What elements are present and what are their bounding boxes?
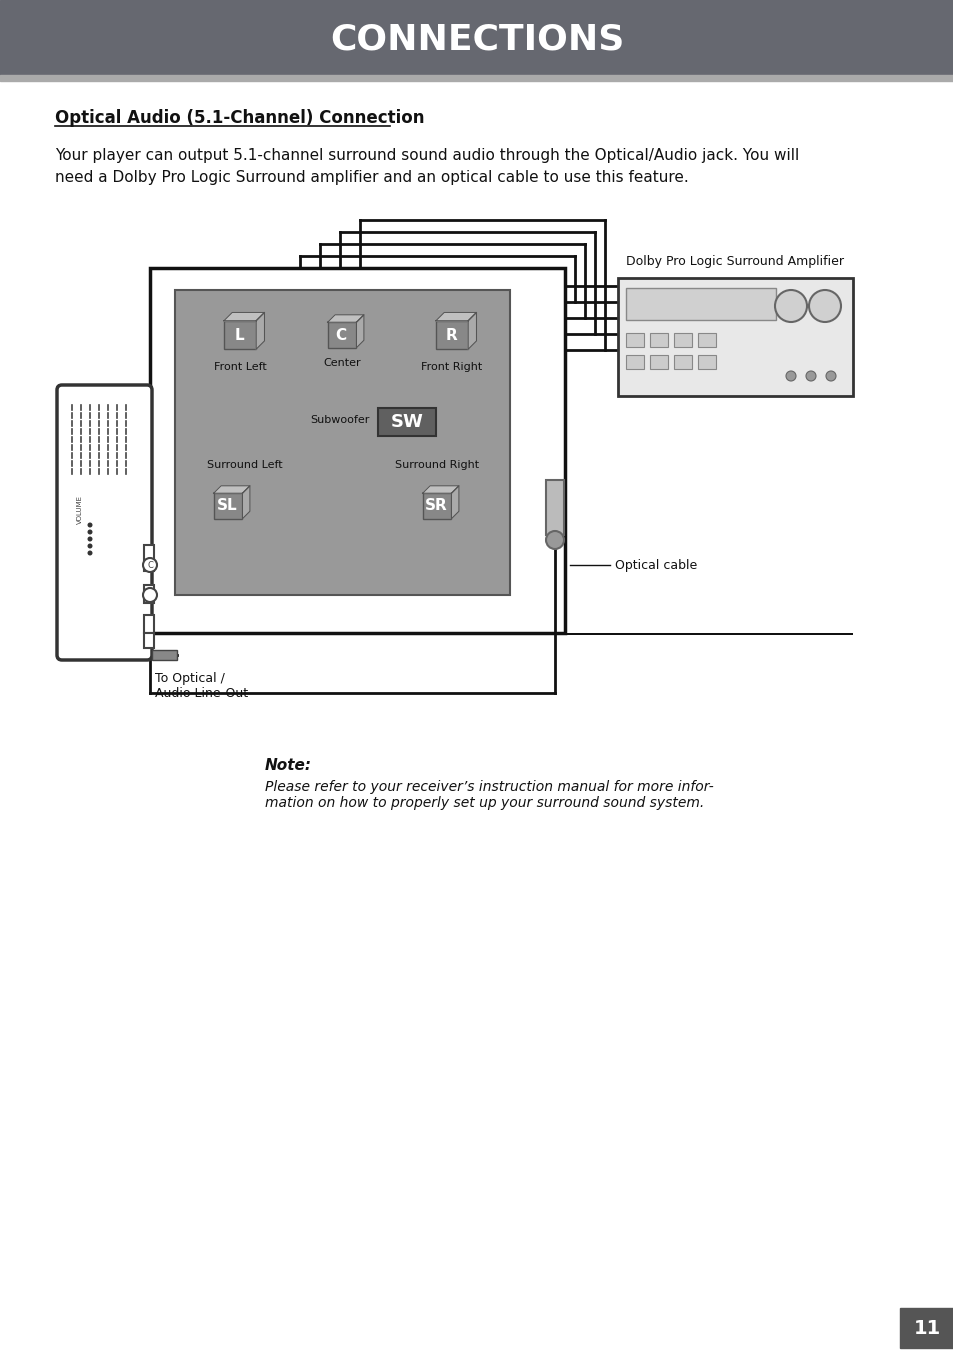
Bar — [673, 355, 691, 370]
Polygon shape — [256, 313, 264, 349]
FancyBboxPatch shape — [57, 385, 152, 659]
Text: CONNECTIONS: CONNECTIONS — [330, 23, 623, 57]
Bar — [224, 321, 256, 349]
Text: Please refer to your receiver’s instruction manual for more infor-
mation on how: Please refer to your receiver’s instruct… — [265, 780, 713, 810]
Circle shape — [88, 536, 92, 542]
Circle shape — [805, 371, 815, 380]
Text: SW: SW — [390, 413, 423, 431]
Circle shape — [545, 531, 563, 548]
Polygon shape — [422, 486, 458, 493]
Polygon shape — [224, 313, 264, 321]
Polygon shape — [451, 486, 458, 519]
Bar — [698, 333, 716, 347]
Polygon shape — [436, 313, 476, 321]
Bar — [649, 333, 667, 347]
Text: SL: SL — [216, 498, 237, 513]
Circle shape — [808, 290, 841, 322]
Bar — [673, 333, 691, 347]
Text: Optical Audio (5.1-Channel) Connection: Optical Audio (5.1-Channel) Connection — [55, 110, 424, 127]
Circle shape — [774, 290, 806, 322]
Bar — [649, 355, 667, 370]
Text: Optical cable: Optical cable — [615, 558, 697, 571]
Text: Surround Right: Surround Right — [395, 460, 478, 470]
Text: 11: 11 — [912, 1319, 940, 1338]
Bar — [327, 322, 356, 348]
Circle shape — [143, 588, 157, 603]
Text: R: R — [445, 328, 456, 343]
Circle shape — [88, 551, 92, 555]
Text: Front Left: Front Left — [213, 362, 266, 372]
Bar — [698, 355, 716, 370]
Circle shape — [785, 371, 795, 380]
Bar — [213, 493, 242, 519]
Bar — [436, 321, 468, 349]
Bar — [377, 408, 436, 436]
Circle shape — [88, 523, 92, 528]
Text: need a Dolby Pro Logic Surround amplifier and an optical cable to use this featu: need a Dolby Pro Logic Surround amplifie… — [55, 171, 688, 185]
Polygon shape — [356, 314, 363, 348]
Bar — [174, 290, 510, 594]
Text: Dolby Pro Logic Surround Amplifier: Dolby Pro Logic Surround Amplifier — [626, 255, 843, 268]
Bar — [144, 615, 153, 634]
Bar — [899, 1308, 953, 1349]
Circle shape — [143, 558, 157, 571]
Text: Center: Center — [323, 357, 360, 368]
Bar — [144, 546, 153, 571]
Text: Subwoofer: Subwoofer — [311, 414, 370, 425]
Bar — [150, 634, 852, 635]
Text: Front Right: Front Right — [421, 362, 482, 372]
Text: L: L — [234, 328, 244, 343]
Bar — [625, 355, 643, 370]
Bar — [0, 0, 953, 74]
Circle shape — [88, 529, 92, 535]
Bar — [625, 288, 775, 320]
Bar — [618, 278, 852, 395]
Circle shape — [825, 371, 835, 380]
Text: SR: SR — [424, 498, 447, 513]
Bar — [0, 74, 953, 81]
Polygon shape — [242, 486, 250, 519]
Text: VOLUME: VOLUME — [77, 496, 83, 524]
Polygon shape — [327, 314, 363, 322]
Text: Your player can output 5.1-channel surround sound audio through the Optical/Audi: Your player can output 5.1-channel surro… — [55, 148, 799, 162]
Bar — [422, 493, 451, 519]
Bar — [545, 481, 563, 535]
Text: To Optical /
Audio Line-Out: To Optical / Audio Line-Out — [154, 672, 248, 700]
Polygon shape — [213, 486, 250, 493]
Circle shape — [88, 543, 92, 548]
Bar — [144, 634, 153, 649]
Bar — [152, 650, 177, 659]
Bar — [150, 268, 564, 634]
Text: C: C — [147, 561, 152, 570]
Text: Note:: Note: — [265, 758, 312, 773]
Text: Surround Left: Surround Left — [207, 460, 282, 470]
Text: C: C — [335, 328, 347, 343]
Bar — [144, 585, 153, 603]
Polygon shape — [468, 313, 476, 349]
Bar — [625, 333, 643, 347]
